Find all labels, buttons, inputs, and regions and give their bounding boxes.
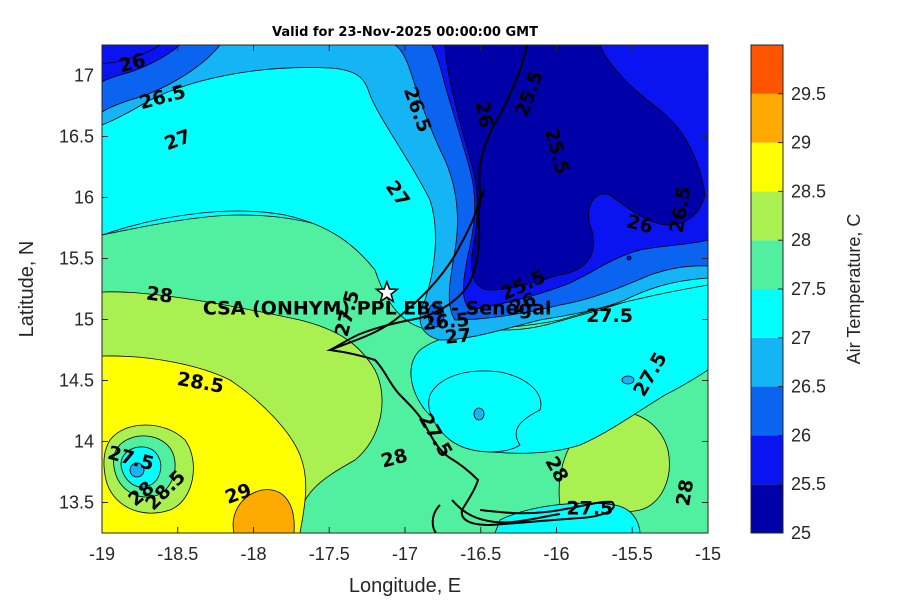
y-axis-label: Latitude, N — [16, 241, 38, 338]
x-tick-label: -18.5 — [157, 544, 198, 564]
border-line — [329, 189, 485, 351]
colorbar-ticks: 25 25.5 26 26.5 27 27.5 28 28.5 29 29.5 — [778, 84, 826, 543]
x-tick-label: -17.5 — [309, 544, 350, 564]
y-axis-ticks: 13.5 14 14.5 15 15.5 16 16.5 17 — [59, 66, 708, 513]
colorbar-band — [751, 191, 783, 241]
y-tick-label: 13.5 — [59, 493, 94, 513]
y-tick-label: 15.5 — [59, 249, 94, 269]
colorbar-tick-label: 25 — [791, 523, 811, 543]
contour-label: 27 — [444, 324, 472, 348]
contour-label: 28 — [145, 282, 174, 307]
figure-title: Valid for 23-Nov-2025 00:00:00 GMT — [272, 25, 538, 40]
colorbar-tick-label: 29 — [791, 133, 811, 153]
x-tick-label: -15.5 — [612, 544, 653, 564]
contour-label: 27.5 — [566, 498, 613, 520]
colorbar-band — [751, 386, 783, 436]
colorbar-label: Air Temperature, C — [844, 214, 864, 365]
x-tick-label: -19 — [89, 544, 115, 564]
y-tick-label: 16 — [74, 188, 94, 208]
contour-label: 28 — [672, 478, 698, 508]
colorbar — [750, 44, 784, 534]
site-label: CSA (ONHYM) PPL EBS - Senegal — [203, 298, 552, 320]
colorbar-band — [751, 45, 783, 94]
blob-contour-1 — [473, 407, 485, 421]
site-star-icon[interactable] — [374, 279, 400, 304]
band-29-29-5 — [232, 489, 295, 533]
colorbar-tick-label: 29.5 — [791, 84, 826, 104]
y-tick-label: 15 — [74, 310, 94, 330]
contour-label: 26 — [471, 100, 497, 130]
colorbar-band — [751, 240, 783, 289]
y-tick-label: 14 — [74, 432, 94, 452]
colorbar-band — [751, 337, 783, 387]
y-tick-label: 16.5 — [59, 127, 94, 147]
colorbar-tick-label: 28.5 — [791, 181, 826, 201]
x-tick-label: -18 — [240, 544, 266, 564]
band-cool-ring-dot — [129, 462, 145, 478]
colorbar-tick-label: 27 — [791, 328, 811, 348]
x-axis-label: Longitude, E — [349, 575, 461, 597]
colorbar-tick-label: 28 — [791, 230, 811, 250]
colorbar-tick-label: 27.5 — [791, 279, 826, 299]
colorbar-band — [751, 142, 783, 192]
y-tick-label: 17 — [74, 66, 94, 86]
colorbar-band — [751, 484, 783, 533]
colorbar-tick-label: 26.5 — [791, 377, 826, 397]
blob-contour-2 — [621, 375, 635, 385]
blob-contour-4 — [626, 255, 632, 261]
coastline — [326, 45, 615, 527]
x-axis-ticks: -19 -18.5 -18 -17.5 -17 -16.5 -16 -15.5 -15 — [89, 45, 721, 564]
band-27-27-5-south — [428, 370, 542, 453]
x-tick-label: -16 — [543, 544, 569, 564]
colorbar-band — [751, 93, 783, 143]
contour-label: 27.5 — [586, 305, 633, 327]
map-plot-area[interactable] — [102, 45, 708, 533]
colorbar-band — [751, 289, 783, 338]
x-tick-label: -17 — [392, 544, 418, 564]
band-25-25-5 — [444, 45, 706, 291]
gambia-river — [431, 499, 561, 533]
x-tick-label: -16.5 — [460, 544, 501, 564]
x-tick-label: -15 — [695, 544, 721, 564]
y-tick-label: 14.5 — [59, 371, 94, 391]
colorbar-tick-label: 25.5 — [791, 474, 826, 494]
colorbar-band — [751, 435, 783, 485]
contour-label: 26.5 — [422, 309, 471, 335]
colorbar-tick-label: 26 — [791, 425, 811, 445]
